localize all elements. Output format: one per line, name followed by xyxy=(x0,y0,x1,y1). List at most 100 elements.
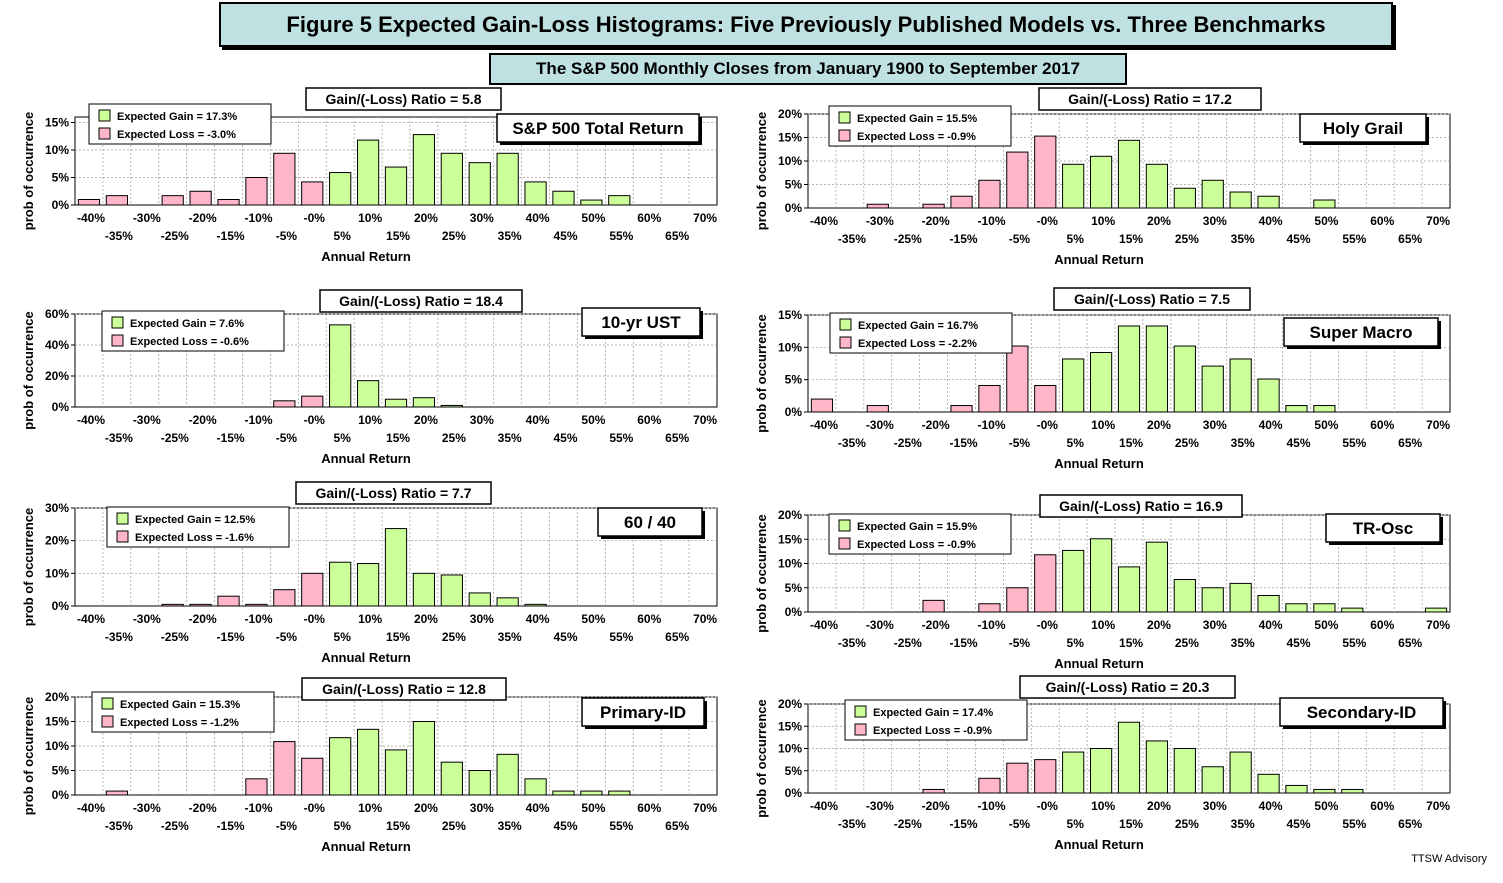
p5-legend-loss-swatch xyxy=(116,530,129,543)
p7-x-tick-label: 15% xyxy=(386,819,410,833)
p8-bar xyxy=(1201,766,1224,794)
p6-x-tick-label: 30% xyxy=(1203,618,1227,632)
p5-x-tick-label: 15% xyxy=(386,630,410,644)
p5-x-tick-label: 60% xyxy=(637,612,661,626)
p1-x-tick-label: 70% xyxy=(693,211,717,225)
p4-x-tick-label: 55% xyxy=(1342,436,1366,450)
p2-bar xyxy=(1229,191,1252,209)
p4-x-tick-label: 40% xyxy=(1259,418,1283,432)
p7-x-axis-label: Annual Return xyxy=(321,839,411,854)
p1-bar xyxy=(301,181,324,206)
p1-name-box xyxy=(496,113,700,143)
p1-legend-box xyxy=(88,103,272,145)
p4-x-tick-label: 35% xyxy=(1231,436,1255,450)
p2-x-tick-label: 30% xyxy=(1203,214,1227,228)
p7-bar xyxy=(524,778,547,796)
p3-x-tick-label: -10% xyxy=(244,413,272,427)
p4-x-tick-label: 45% xyxy=(1287,436,1311,450)
p7-x-tick-label: -20% xyxy=(189,801,217,815)
p4-legend-loss-swatch xyxy=(839,336,852,349)
p4-bar xyxy=(1145,325,1169,413)
p7-legend-box xyxy=(91,691,275,733)
p3-x-tick-label: -0% xyxy=(304,413,326,427)
p2-y-tick-label: 20% xyxy=(778,107,802,121)
p1-x-tick-label: -0% xyxy=(304,211,326,225)
p5-y-tick-label: 20% xyxy=(45,534,69,548)
p3-x-tick-label: 50% xyxy=(581,413,605,427)
p5-bar xyxy=(161,603,184,607)
p3-legend-gain-swatch xyxy=(111,316,124,329)
p5-y-tick-label: 30% xyxy=(45,501,69,515)
p7-ratio-label: Gain/(-Loss) Ratio = 12.8 xyxy=(322,681,486,697)
p2-x-tick-label: 35% xyxy=(1231,232,1255,246)
p4-y-tick-label: 0% xyxy=(785,405,803,419)
p3-x-tick-label: 10% xyxy=(358,413,382,427)
p7-legend-loss-swatch xyxy=(101,715,114,728)
p4-x-tick-label: 70% xyxy=(1426,418,1450,432)
p8-y-tick-label: 15% xyxy=(778,719,802,733)
p1-x-tick-label: 65% xyxy=(665,229,689,243)
p4-legend-loss-label: Expected Loss = -2.2% xyxy=(858,338,977,350)
p1-x-axis-label: Annual Return xyxy=(321,249,411,264)
p7-x-tick-label: 65% xyxy=(665,819,689,833)
p5-x-axis-label: Annual Return xyxy=(321,650,411,665)
p5-legend-gain-swatch xyxy=(116,512,129,525)
p5-x-tick-label: 55% xyxy=(609,630,633,644)
p3-x-axis-label: Annual Return xyxy=(321,451,411,466)
p5-x-tick-label: -0% xyxy=(304,612,326,626)
p4-x-tick-label: 25% xyxy=(1175,436,1199,450)
p1-y-tick-label: 5% xyxy=(52,171,70,185)
p5-legend-gain-label: Expected Gain = 12.5% xyxy=(135,514,255,526)
p2-legend-loss-swatch xyxy=(838,129,851,142)
p1-x-tick-label: 15% xyxy=(386,229,410,243)
p2-bar xyxy=(1117,139,1141,209)
p2-x-tick-label: 40% xyxy=(1259,214,1283,228)
p8-x-tick-label: 65% xyxy=(1398,817,1422,831)
p2-x-tick-label: -25% xyxy=(894,232,922,246)
p5-bar xyxy=(412,572,436,607)
p7-x-tick-label: -30% xyxy=(133,801,161,815)
p8-x-tick-label: 10% xyxy=(1091,799,1115,813)
p5-x-tick-label: -5% xyxy=(276,630,298,644)
p1-bar xyxy=(468,162,491,206)
p7-bar xyxy=(329,737,352,796)
p6-bar xyxy=(1006,587,1029,613)
p8-x-tick-label: -35% xyxy=(838,817,866,831)
p4-legend-gain-swatch xyxy=(839,318,852,331)
p2-legend-box xyxy=(828,105,1012,147)
p2-bar xyxy=(922,203,945,209)
p3-model-name: 10-yr UST xyxy=(601,313,681,332)
p5-bar xyxy=(384,528,408,607)
p8-bar xyxy=(1313,788,1336,794)
p3-x-tick-label: -35% xyxy=(105,431,133,445)
p1-model-name: S&P 500 Total Return xyxy=(512,119,683,138)
p4-legend-gain-label: Expected Gain = 16.7% xyxy=(858,320,978,332)
footer-credit: TTSW Advisory xyxy=(1411,853,1487,865)
p3-x-tick-label: -15% xyxy=(217,431,245,445)
p3-x-tick-label: 25% xyxy=(442,431,466,445)
p4-legend-box xyxy=(829,312,1013,354)
p1-x-tick-label: 40% xyxy=(526,211,550,225)
p3-x-tick-label: -40% xyxy=(77,413,105,427)
p6-x-tick-label: 50% xyxy=(1314,618,1338,632)
p5-bar xyxy=(329,561,352,607)
p2-x-tick-label: 10% xyxy=(1091,214,1115,228)
p1-y-tick-label: 15% xyxy=(45,116,69,130)
p6-legend-gain-swatch xyxy=(838,519,851,532)
p8-bar xyxy=(922,788,945,794)
p8-bar xyxy=(1229,751,1252,794)
p5-x-tick-label: -40% xyxy=(77,612,105,626)
p6-x-tick-label: -35% xyxy=(838,636,866,650)
p2-bar xyxy=(1257,195,1280,209)
p7-bar xyxy=(552,790,575,796)
p5-legend-loss-label: Expected Loss = -1.6% xyxy=(135,532,254,544)
p1-x-tick-label: 35% xyxy=(498,229,522,243)
p5-ratio-label: Gain/(-Loss) Ratio = 7.7 xyxy=(316,485,472,501)
p8-x-tick-label: -40% xyxy=(810,799,838,813)
p4-bar xyxy=(950,405,973,413)
p1-bar xyxy=(524,181,547,206)
p7-bar xyxy=(412,721,436,796)
p4-bar xyxy=(1062,358,1085,413)
p3-legend-loss-label: Expected Loss = -0.6% xyxy=(130,336,249,348)
p7-bar xyxy=(301,757,324,796)
